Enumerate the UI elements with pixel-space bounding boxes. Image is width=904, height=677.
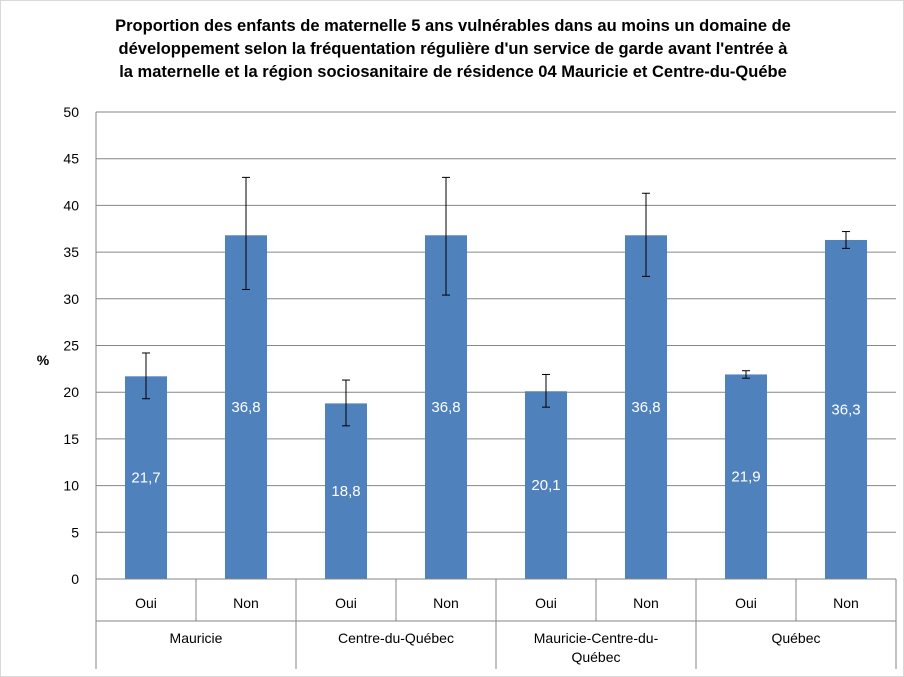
group-label: Centre-du-Québec	[338, 630, 454, 646]
x-tick-label: Oui	[135, 595, 157, 611]
labels: 0 5 10 15 20 25 30 35 40 45 50 21,7 Oui 36,8 Non 18,8 Ou…	[63, 104, 860, 665]
x-tick-label: Oui	[335, 595, 357, 611]
bar-1	[125, 376, 167, 579]
group-label: Mauricie-Centre-du-	[534, 630, 659, 646]
y-tick-label: 25	[63, 338, 79, 354]
x-tick-label: Oui	[735, 595, 757, 611]
value-label: 36,3	[831, 401, 860, 418]
value-label: 18,8	[331, 483, 360, 500]
value-label: 21,7	[131, 470, 160, 487]
chart-title-line-1: Proportion des enfants de maternelle 5 a…	[115, 17, 791, 35]
y-tick-label: 45	[63, 151, 79, 167]
bar-7	[725, 374, 767, 579]
x-tick-label: Non	[833, 595, 859, 611]
bar-2	[225, 235, 267, 579]
y-tick-label: 0	[71, 571, 79, 587]
y-tick-label: 5	[71, 524, 79, 540]
y-tick-label: 40	[63, 197, 79, 213]
y-tick-label: 30	[63, 291, 79, 307]
x-tick-label: Oui	[535, 595, 557, 611]
bar-8	[825, 239, 867, 579]
gridlines	[96, 111, 896, 533]
y-tick-label: 50	[63, 104, 79, 120]
y-tick-label: 15	[63, 431, 79, 447]
x-tick-label: Non	[233, 595, 259, 611]
bar-6	[625, 235, 667, 579]
value-label: 21,9	[731, 469, 760, 486]
value-label: 36,8	[231, 399, 260, 416]
x-tick-label: Non	[633, 595, 659, 611]
y-tick-label: 10	[63, 478, 79, 494]
y-tick-label: 20	[63, 384, 79, 400]
y-axis-label: %	[37, 352, 50, 368]
value-label: 20,1	[531, 477, 560, 494]
bars	[125, 176, 867, 579]
y-tick-label: 35	[63, 244, 79, 260]
bar-5	[525, 391, 567, 579]
chart-title-line-3: la maternelle et la région sociosanitair…	[119, 63, 787, 81]
value-label: 36,8	[431, 399, 460, 416]
chart-title-line-2: développement selon la fréquentation rég…	[118, 40, 788, 58]
bar-3	[325, 403, 367, 579]
x-tick-label: Non	[433, 595, 459, 611]
chart-title: Proportion des enfants de maternelle 5 a…	[41, 15, 865, 84]
group-label: Québec	[571, 649, 620, 665]
value-label: 36,8	[631, 399, 660, 416]
axes	[95, 112, 897, 669]
group-label: Québec	[771, 630, 820, 646]
group-label: Mauricie	[170, 630, 223, 646]
